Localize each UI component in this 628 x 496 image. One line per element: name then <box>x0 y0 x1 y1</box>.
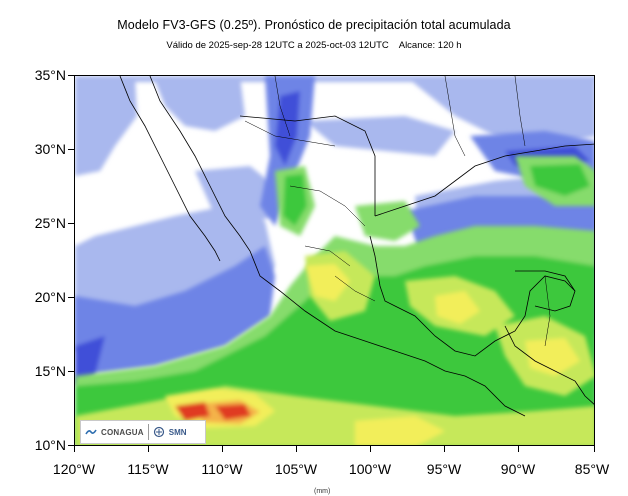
precipitation-map[interactable] <box>74 75 595 446</box>
map-title: Modelo FV3-GFS (0.25º). Pronóstico de pr… <box>117 18 511 32</box>
lon-tick-115: 115°W <box>127 461 169 477</box>
lat-tick-mark <box>68 223 74 224</box>
lon-tick-110: 110°W <box>201 461 243 477</box>
lat-tick-25: 25°N <box>34 215 66 231</box>
conagua-label: CONAGUA <box>101 427 144 437</box>
lat-tick-mark <box>68 371 74 372</box>
colorbar-unit-label: (mm) <box>314 488 331 495</box>
lat-tick-mark <box>68 75 74 76</box>
lat-tick-mark <box>68 445 74 446</box>
lon-tick-mark <box>518 446 519 452</box>
lon-tick-mark <box>148 446 149 452</box>
lat-tick-15: 15°N <box>34 363 66 379</box>
lat-tick-10: 10°N <box>34 437 66 453</box>
lon-tick-mark <box>296 446 297 452</box>
lon-tick-mark <box>370 446 371 452</box>
coastlines <box>119 76 594 417</box>
smn-label: SMN <box>168 427 187 437</box>
lon-tick-105: 105°W <box>274 461 318 477</box>
forecast-range: Alcance: 120 h <box>398 40 462 51</box>
logo-divider <box>147 424 149 440</box>
lon-tick-mark <box>222 446 223 452</box>
lat-tick-30: 30°N <box>34 141 66 157</box>
lat-tick-20: 20°N <box>34 289 66 305</box>
lon-tick-mark <box>594 446 595 452</box>
lon-tick-mark <box>74 446 75 452</box>
lon-tick-90: 90°W <box>500 461 536 477</box>
lon-tick-95: 95°W <box>426 461 462 477</box>
conagua-logo-icon <box>85 429 97 435</box>
precipitation-field <box>75 76 594 445</box>
state-borders <box>244 76 551 347</box>
lon-tick-120: 120°W <box>52 461 96 477</box>
lat-tick-35: 35°N <box>34 67 66 83</box>
lat-tick-mark <box>68 297 74 298</box>
agency-logos: CONAGUA SMN <box>80 420 206 444</box>
lon-tick-85: 85°W <box>574 461 610 477</box>
lon-tick-mark <box>444 446 445 452</box>
lon-tick-100: 100°W <box>348 461 392 477</box>
lat-tick-mark <box>68 149 74 150</box>
smn-logo-icon <box>153 426 164 438</box>
valid-period: Válido de 2025-sep-28 12UTC a 2025-oct-0… <box>166 40 389 51</box>
map-subtitle: Válido de 2025-sep-28 12UTC a 2025-oct-0… <box>0 40 628 51</box>
